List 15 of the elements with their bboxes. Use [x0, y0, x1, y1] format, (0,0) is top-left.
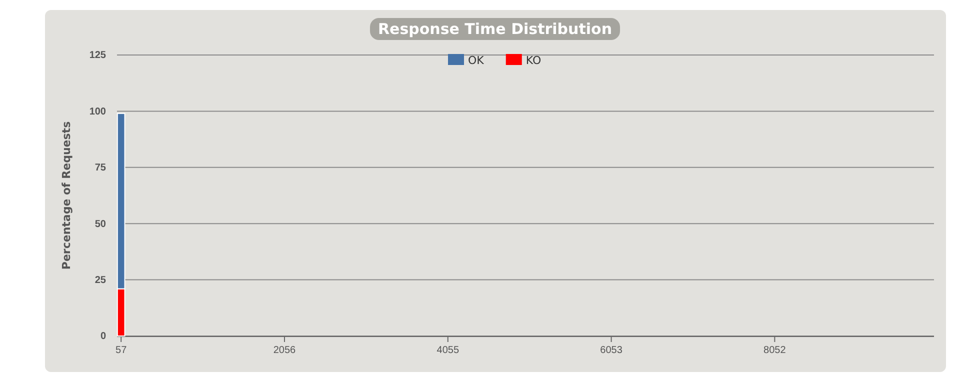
legend-label: KO [526, 54, 542, 67]
x-tick-label: 8052 [764, 345, 786, 356]
legend-label: OK [468, 54, 485, 67]
y-tick-label: 0 [100, 331, 106, 342]
x-tick-label: 2056 [273, 345, 296, 356]
y-tick-label: 25 [94, 275, 106, 286]
y-tick-label: 125 [89, 50, 106, 62]
x-tick-label: 6053 [600, 345, 623, 356]
x-tick-label: 57 [116, 345, 128, 356]
chart-title: Response Time Distribution [378, 20, 612, 38]
y-tick-label: 100 [89, 106, 106, 118]
y-tick-label: 50 [94, 218, 106, 230]
y-axis-title: Percentage of Requests [60, 120, 73, 270]
y-tick-label: 75 [94, 162, 106, 174]
x-tick-label: 4055 [436, 345, 460, 356]
